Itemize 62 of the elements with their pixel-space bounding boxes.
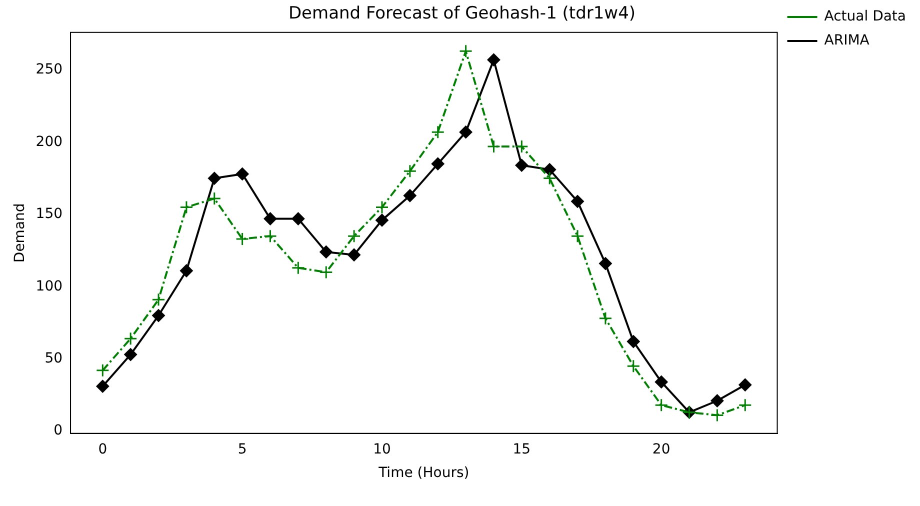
point	[738, 378, 752, 392]
point	[738, 398, 752, 412]
point	[124, 332, 138, 346]
point	[320, 245, 333, 258]
point	[180, 200, 194, 214]
point	[542, 172, 556, 186]
point	[208, 192, 222, 206]
point	[124, 348, 138, 362]
y-tick-label: 150	[36, 206, 63, 222]
x-tick-label: 0	[98, 441, 108, 458]
point	[96, 364, 110, 378]
point	[96, 380, 110, 393]
point	[543, 163, 556, 176]
point	[431, 157, 444, 170]
point	[348, 248, 361, 262]
legend-label: Actual Data	[824, 8, 906, 25]
point	[514, 140, 528, 154]
point	[598, 257, 612, 270]
point	[459, 44, 473, 58]
point	[403, 164, 417, 178]
chart-title: Demand Forecast of Geohash-1 (tdr1w4)	[288, 4, 636, 24]
point	[654, 398, 668, 412]
x-tick-label: 15	[512, 441, 531, 458]
x-tick-label: 5	[238, 441, 247, 458]
x-tick-label: 10	[373, 441, 391, 458]
point	[403, 189, 416, 202]
point	[710, 408, 724, 422]
point	[291, 261, 305, 275]
point	[570, 229, 584, 243]
point	[292, 212, 305, 226]
point	[459, 126, 472, 139]
point	[487, 53, 500, 66]
y-tick-label: 100	[36, 278, 63, 294]
y-tick-label: 200	[36, 134, 63, 150]
point	[375, 200, 389, 214]
point	[571, 194, 584, 208]
point	[264, 229, 278, 243]
point	[264, 212, 277, 226]
point	[626, 359, 640, 373]
y-tick-label: 0	[54, 422, 63, 439]
point	[319, 265, 333, 279]
legend-label: ARIMA	[824, 32, 870, 49]
point	[375, 214, 388, 227]
point	[152, 309, 166, 322]
point	[710, 394, 724, 408]
point	[152, 292, 166, 306]
y-axis-title: Demand	[12, 203, 28, 263]
point	[431, 125, 445, 139]
x-tick-label: 20	[652, 441, 670, 458]
point	[236, 167, 249, 180]
point	[208, 172, 221, 185]
point	[598, 312, 612, 326]
point	[515, 158, 528, 172]
point	[236, 232, 250, 246]
y-tick-label: 250	[36, 62, 63, 78]
y-tick-label: 50	[44, 350, 63, 367]
point	[347, 229, 361, 243]
x-axis-title: Time (Hours)	[378, 465, 470, 482]
point	[626, 335, 640, 348]
point	[654, 375, 668, 388]
point	[180, 264, 193, 278]
point	[486, 140, 500, 154]
